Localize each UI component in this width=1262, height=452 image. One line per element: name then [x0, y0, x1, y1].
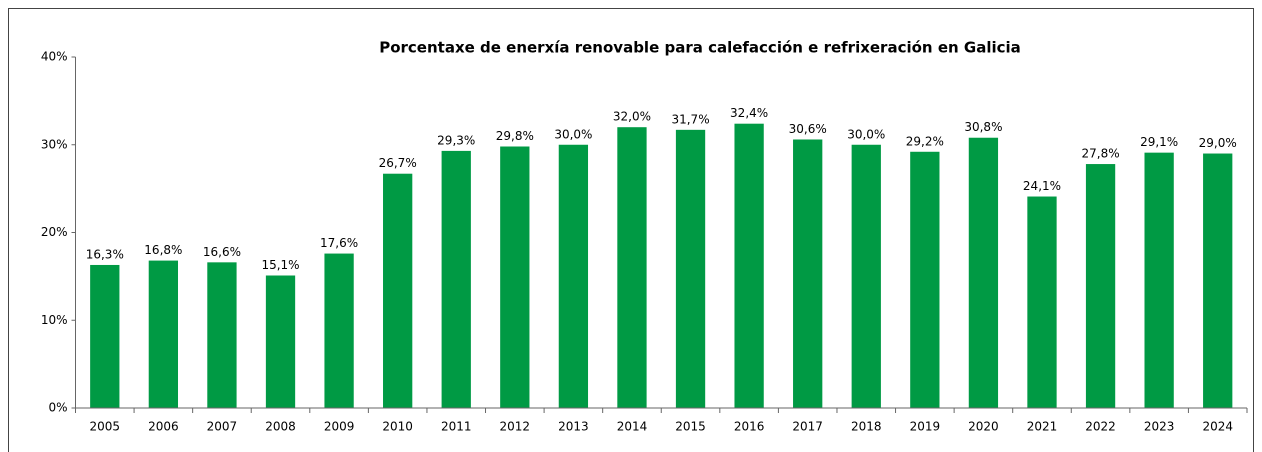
bar [500, 146, 530, 408]
x-tick-label: 2008 [265, 420, 296, 434]
x-tick-label: 2017 [792, 420, 823, 434]
data-label: 29,2% [906, 134, 944, 148]
x-tick-label: 2018 [851, 420, 882, 434]
bar [1144, 152, 1174, 408]
data-label: 17,6% [320, 236, 358, 250]
x-tick-label: 2016 [734, 420, 765, 434]
bar [90, 264, 120, 408]
bar [265, 275, 296, 408]
bar [1203, 153, 1233, 408]
bar [441, 150, 471, 408]
bar [675, 129, 706, 408]
data-label: 32,4% [730, 106, 768, 120]
x-tick-label: 2006 [148, 420, 179, 434]
x-tick-label: 2012 [500, 420, 531, 434]
bar [148, 260, 179, 408]
data-label: 31,7% [671, 112, 709, 126]
x-tick-label: 2014 [617, 420, 648, 434]
bar [734, 123, 764, 408]
data-label: 30,0% [847, 127, 885, 141]
bar [383, 173, 413, 408]
data-label: 29,1% [1140, 135, 1178, 149]
y-tick-label: 0% [48, 401, 67, 415]
bar [324, 253, 354, 408]
x-tick-label: 2011 [441, 420, 472, 434]
bar [968, 137, 999, 409]
bar [793, 139, 823, 409]
x-tick-label: 2007 [207, 420, 238, 434]
data-label: 27,8% [1082, 147, 1120, 161]
data-label: 16,6% [203, 245, 241, 259]
data-label: 30,8% [964, 120, 1002, 134]
x-tick-label: 2020 [968, 420, 999, 434]
x-tick-label: 2013 [558, 420, 589, 434]
data-label: 16,8% [144, 243, 182, 257]
data-label: 30,0% [554, 127, 592, 141]
x-tick-label: 2024 [1202, 420, 1233, 434]
x-tick-label: 2015 [675, 420, 706, 434]
x-tick-label: 2009 [324, 420, 355, 434]
bar [1027, 196, 1057, 408]
chart-title: Porcentaxe de enerxía renovable para cal… [379, 39, 1021, 57]
y-tick-label: 20% [41, 225, 68, 239]
data-label: 32,0% [613, 110, 651, 124]
x-tick-label: 2010 [382, 420, 413, 434]
x-tick-label: 2023 [1144, 420, 1175, 434]
chart-frame [8, 8, 1254, 452]
data-label: 29,8% [496, 129, 534, 143]
bar [851, 144, 881, 408]
data-label: 24,1% [1023, 179, 1061, 193]
x-tick-label: 2005 [90, 420, 121, 434]
y-tick-label: 40% [41, 50, 68, 64]
y-tick-label: 10% [41, 313, 68, 327]
data-label: 26,7% [379, 156, 417, 170]
y-tick-label: 30% [41, 137, 68, 151]
data-label: 15,1% [261, 258, 299, 272]
data-label: 16,3% [86, 247, 124, 261]
data-label: 29,3% [437, 133, 475, 147]
x-tick-label: 2019 [910, 420, 941, 434]
bar [558, 144, 589, 408]
x-tick-label: 2021 [1027, 420, 1058, 434]
bar [207, 262, 237, 408]
bar [1085, 164, 1116, 408]
data-label: 30,6% [789, 122, 827, 136]
bar [910, 151, 940, 408]
data-label: 29,0% [1199, 136, 1237, 150]
bar [617, 127, 647, 408]
x-tick-label: 2022 [1085, 420, 1116, 434]
